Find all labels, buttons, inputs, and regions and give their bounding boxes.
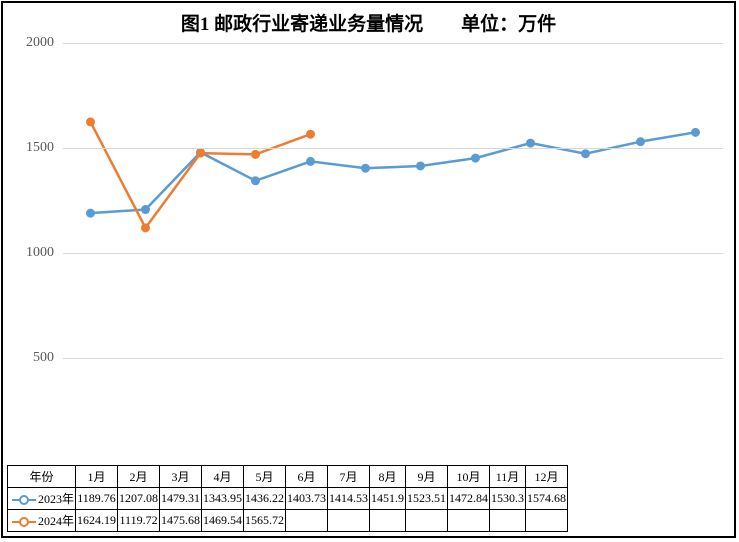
- table-cell: 1472.84: [448, 488, 490, 510]
- table-cell: 1436.22: [244, 488, 286, 510]
- series-label-cell: 2024年: [8, 510, 76, 532]
- table-cell: 1624.19: [76, 510, 118, 532]
- data-point: [252, 150, 260, 158]
- table-cell: [490, 510, 526, 532]
- table-header-cell: 10月: [448, 466, 490, 488]
- legend-marker-icon: [12, 495, 36, 505]
- table-header-cell: 11月: [490, 466, 526, 488]
- data-point: [142, 206, 150, 214]
- table-header-cell: 2月: [118, 466, 160, 488]
- table-cell: 1414.53: [328, 488, 370, 510]
- gridline: [63, 148, 723, 149]
- data-point: [637, 138, 645, 146]
- series-line: [91, 132, 696, 213]
- data-point: [692, 128, 700, 136]
- table-cell: 1451.9: [370, 488, 406, 510]
- table-header-cell: 年份: [8, 466, 76, 488]
- table-header-cell: 12月: [526, 466, 568, 488]
- data-point: [87, 209, 95, 217]
- table-cell: [286, 510, 328, 532]
- chart-container: 图1 邮政行业寄递业务量情况 单位：万件 年份1月2月3月4月5月6月7月8月9…: [1, 1, 736, 538]
- data-point: [527, 139, 535, 147]
- table-header-row: 年份1月2月3月4月5月6月7月8月9月10月11月12月: [8, 466, 568, 488]
- table-cell: 1479.31: [160, 488, 202, 510]
- table-cell: [526, 510, 568, 532]
- data-point: [582, 150, 590, 158]
- table-cell: 1530.3: [490, 488, 526, 510]
- y-axis-label: 2000: [26, 35, 54, 51]
- gridline: [63, 43, 723, 44]
- y-axis-label: 500: [33, 350, 54, 366]
- table-cell: 1574.68: [526, 488, 568, 510]
- table-cell: 1343.95: [202, 488, 244, 510]
- gridline: [63, 253, 723, 254]
- data-table: 年份1月2月3月4月5月6月7月8月9月10月11月12月2023年1189.7…: [7, 465, 568, 532]
- data-point: [87, 118, 95, 126]
- table-cell: 1189.76: [76, 488, 118, 510]
- table-header-cell: 7月: [328, 466, 370, 488]
- table-cell: [370, 510, 406, 532]
- table-header-cell: 5月: [244, 466, 286, 488]
- plot-area: [63, 43, 723, 463]
- data-point: [142, 224, 150, 232]
- table-cell: 1523.51: [406, 488, 448, 510]
- series-label-cell: 2023年: [8, 488, 76, 510]
- table-row: 2023年1189.761207.081479.311343.951436.22…: [8, 488, 568, 510]
- table-cell: 1207.08: [118, 488, 160, 510]
- data-point: [252, 177, 260, 185]
- table-cell: [406, 510, 448, 532]
- table-cell: 1119.72: [118, 510, 160, 532]
- gridline: [63, 358, 723, 359]
- table-header-cell: 1月: [76, 466, 118, 488]
- table-header-cell: 3月: [160, 466, 202, 488]
- data-point: [472, 154, 480, 162]
- table-cell: [328, 510, 370, 532]
- table-header-cell: 4月: [202, 466, 244, 488]
- data-point: [307, 157, 315, 165]
- table-cell: 1565.72: [244, 510, 286, 532]
- table-cell: 1403.73: [286, 488, 328, 510]
- table-cell: [448, 510, 490, 532]
- table-cell: 1469.54: [202, 510, 244, 532]
- data-point: [307, 130, 315, 138]
- table-cell: 1475.68: [160, 510, 202, 532]
- data-point: [197, 149, 205, 157]
- y-axis-label: 1000: [26, 245, 54, 261]
- table-row: 2024年1624.191119.721475.681469.541565.72: [8, 510, 568, 532]
- chart-title: 图1 邮政行业寄递业务量情况 单位：万件: [3, 3, 734, 36]
- table-header-cell: 8月: [370, 466, 406, 488]
- legend-marker-icon: [12, 517, 36, 527]
- table-header-cell: 6月: [286, 466, 328, 488]
- y-axis-label: 1500: [26, 140, 54, 156]
- data-point: [417, 162, 425, 170]
- data-point: [362, 164, 370, 172]
- table-header-cell: 9月: [406, 466, 448, 488]
